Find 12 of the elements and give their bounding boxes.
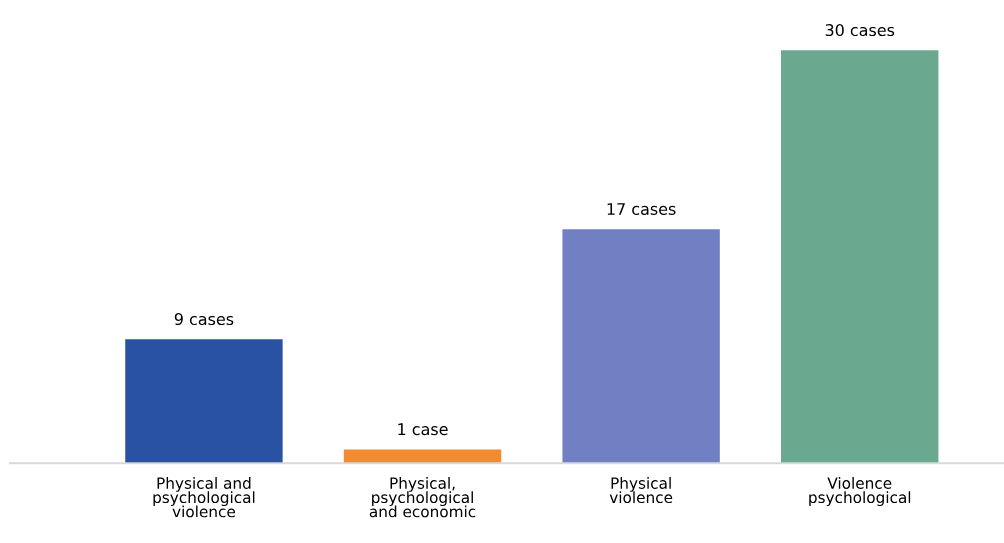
- x-tick-label: Physical violence: [609, 477, 673, 504]
- bar: [125, 339, 283, 464]
- bar: [343, 449, 502, 464]
- data-label: 17 cases: [607, 203, 676, 216]
- x-tick-label: Physical, psychological and economic: [369, 477, 476, 518]
- data-label: 30 cases: [825, 24, 895, 37]
- x-tick-label: Violence psychological: [809, 477, 911, 507]
- bar: [562, 229, 720, 464]
- data-label: 9 cases: [174, 313, 234, 326]
- bar: [781, 50, 939, 464]
- x-tick-label: Physical and psychological violence: [153, 477, 255, 518]
- data-label: 1 case: [398, 423, 448, 436]
